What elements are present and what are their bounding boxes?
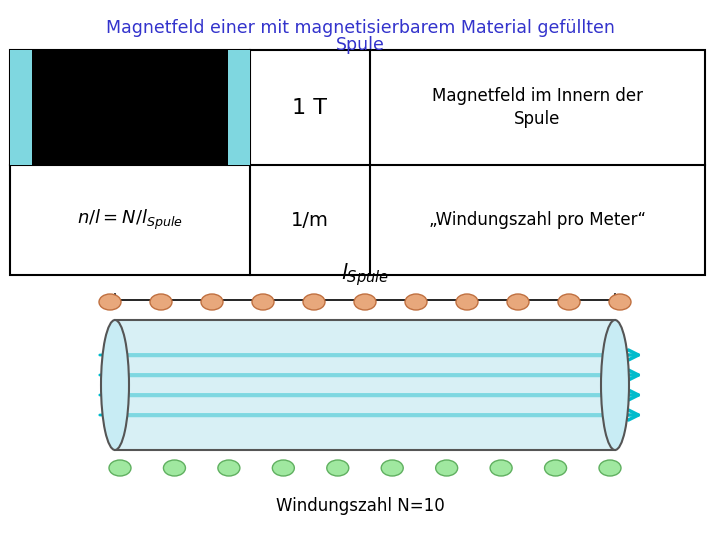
Text: 1 T: 1 T [292,98,328,118]
Ellipse shape [201,294,223,310]
Text: 1/m: 1/m [291,211,329,229]
Ellipse shape [109,460,131,476]
Text: Spule: Spule [336,36,384,54]
Ellipse shape [609,294,631,310]
Ellipse shape [507,294,529,310]
Ellipse shape [272,460,294,476]
Ellipse shape [150,294,172,310]
Ellipse shape [544,460,567,476]
Text: Magnetfeld einer mit magnetisierbarem Material gefüllten: Magnetfeld einer mit magnetisierbarem Ma… [106,19,614,37]
Ellipse shape [381,460,403,476]
Text: Windungszahl N=10: Windungszahl N=10 [276,497,444,515]
Ellipse shape [456,294,478,310]
Ellipse shape [405,294,427,310]
Ellipse shape [303,294,325,310]
Ellipse shape [163,460,186,476]
Ellipse shape [490,460,512,476]
Bar [32,50,228,165]
Text: Magnetfeld im Innern der
Spule: Magnetfeld im Innern der Spule [432,87,643,129]
Ellipse shape [558,294,580,310]
Ellipse shape [599,460,621,476]
Bar [10,50,705,275]
Bar [228,50,250,165]
Ellipse shape [101,320,129,450]
Ellipse shape [354,294,376,310]
Bar [10,50,32,165]
Ellipse shape [327,460,348,476]
Ellipse shape [99,294,121,310]
Ellipse shape [218,460,240,476]
Text: $n/l = N/l_{Spule}$: $n/l = N/l_{Spule}$ [77,208,183,232]
Text: „Windungszahl pro Meter“: „Windungszahl pro Meter“ [429,211,646,229]
Ellipse shape [252,294,274,310]
Ellipse shape [436,460,458,476]
Bar [115,320,615,450]
Text: $l_{Spule}$: $l_{Spule}$ [341,261,389,288]
Ellipse shape [601,320,629,450]
